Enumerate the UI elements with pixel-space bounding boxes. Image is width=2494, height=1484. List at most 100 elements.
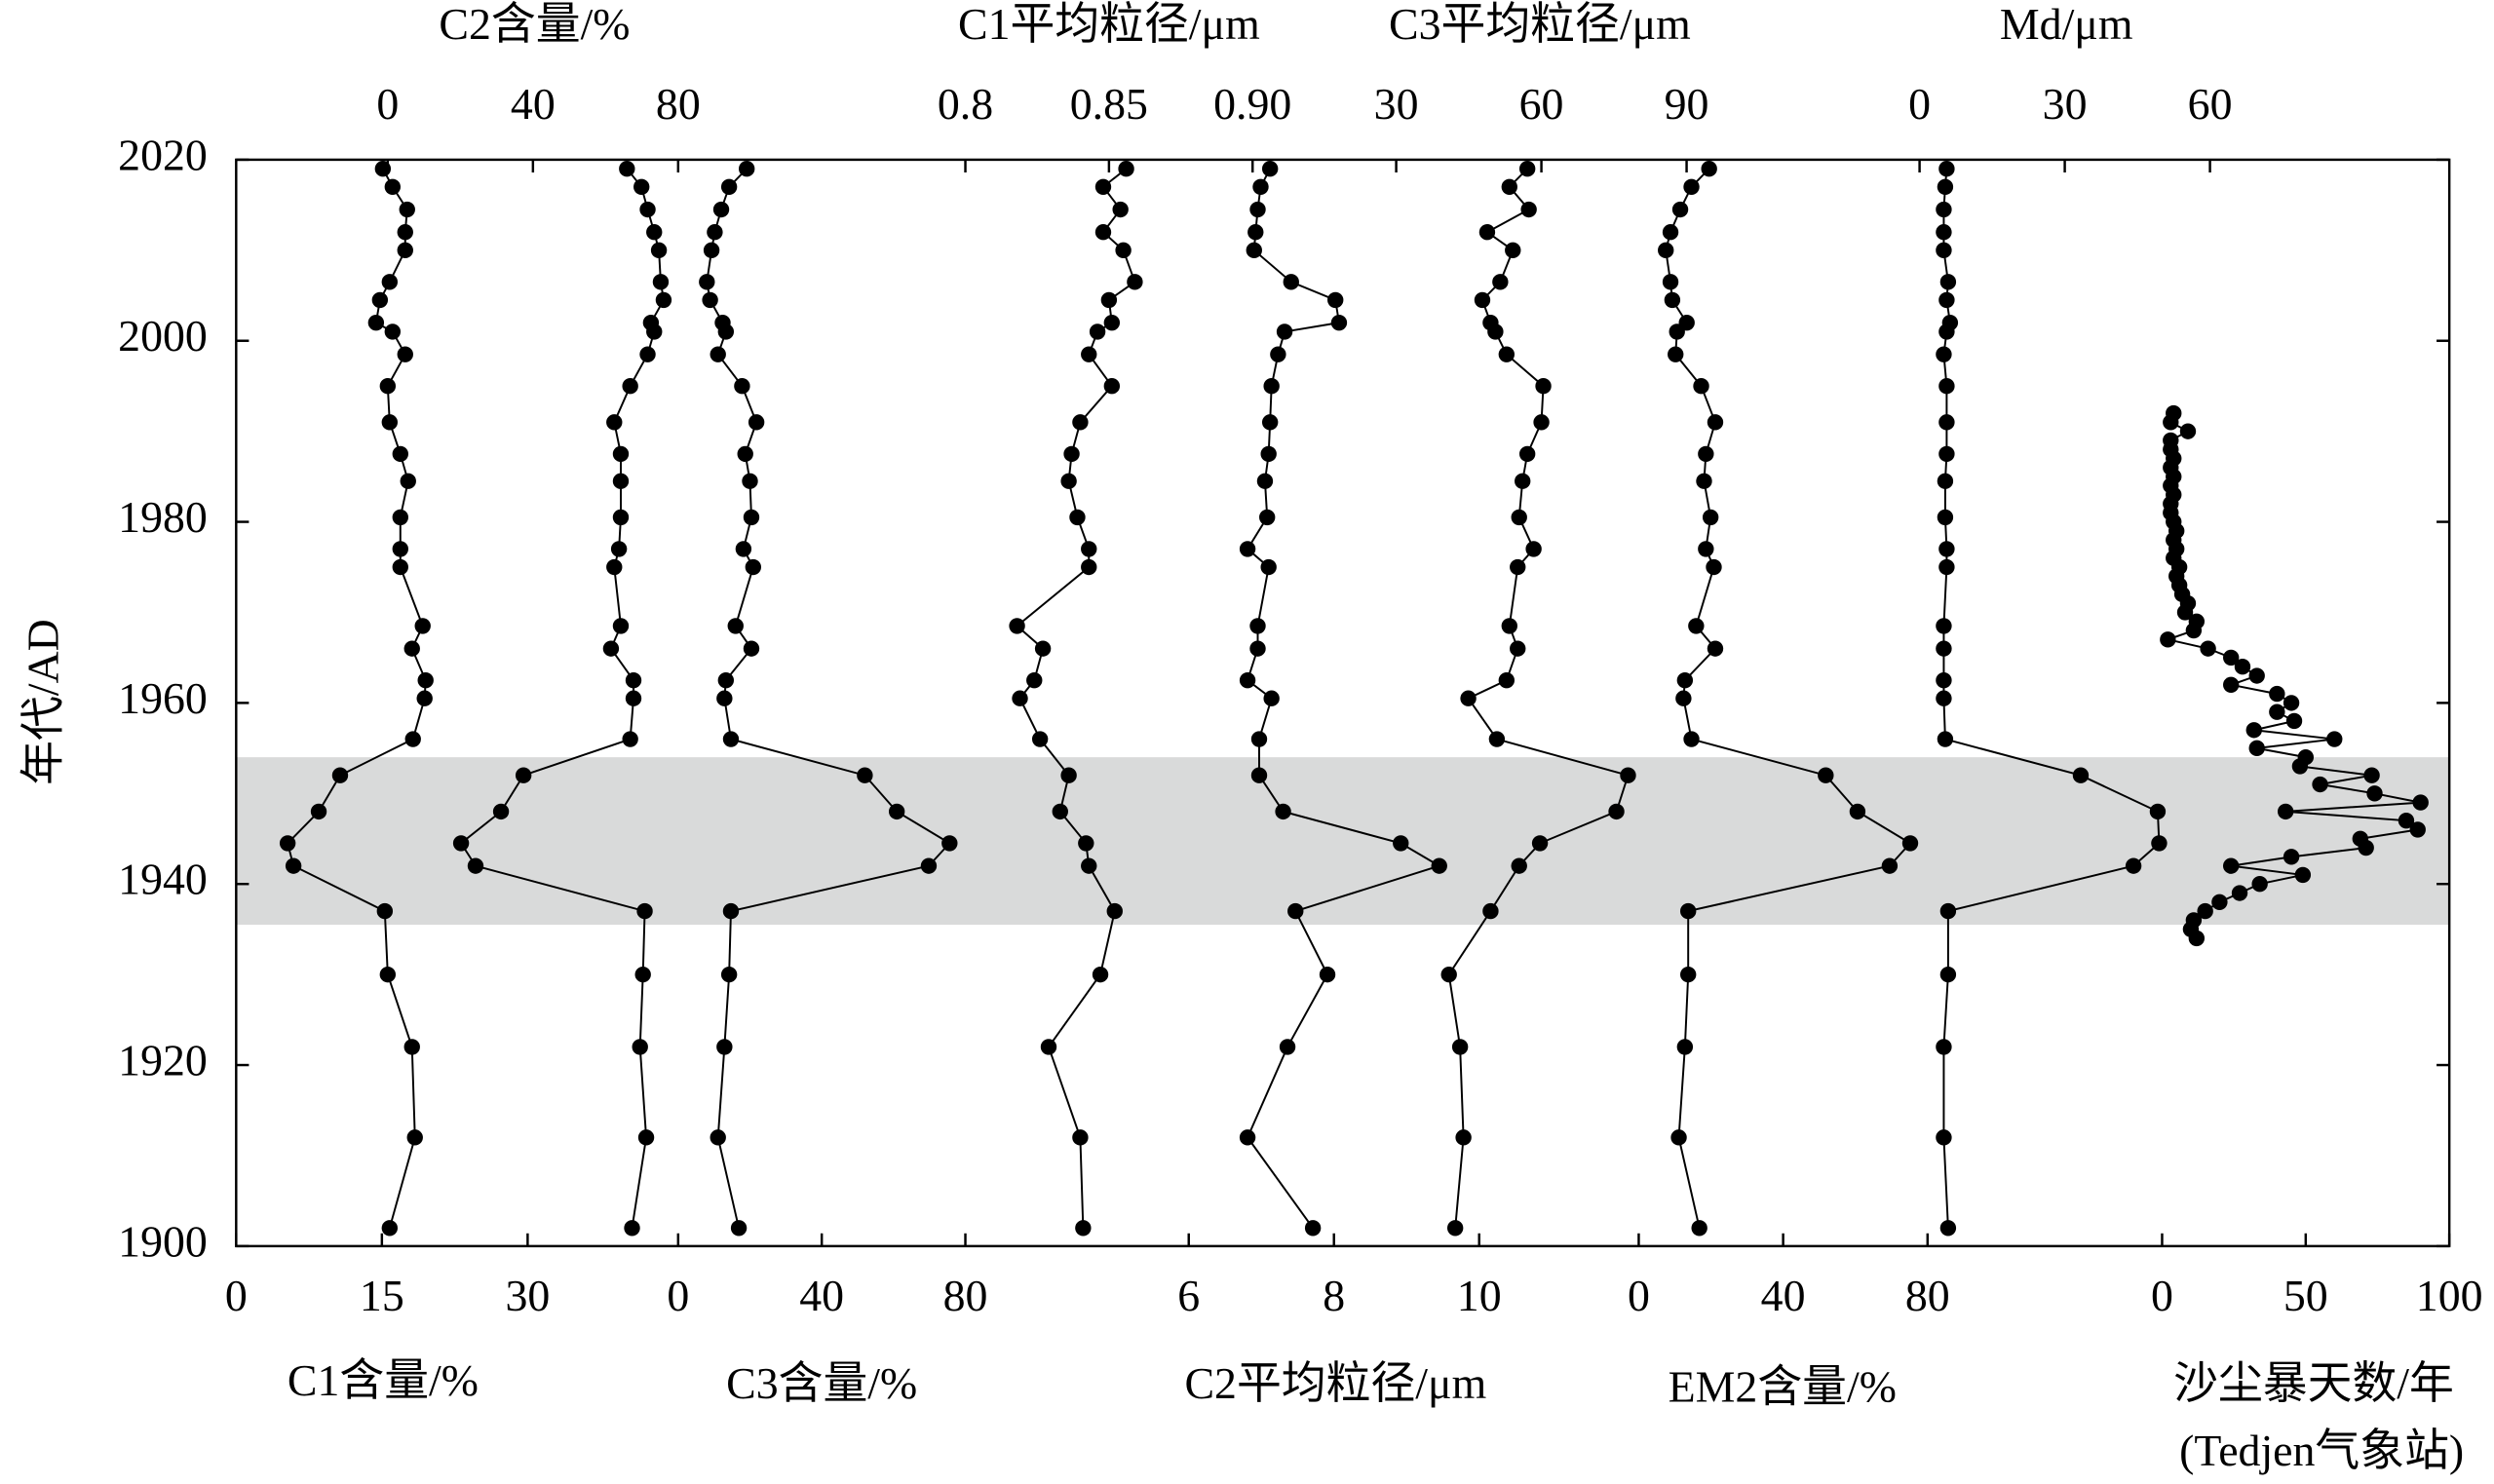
data-point xyxy=(1518,445,1536,463)
data-point xyxy=(416,690,433,706)
data-point xyxy=(1069,509,1086,526)
data-point xyxy=(2283,849,2300,865)
data-point xyxy=(1259,509,1276,526)
data-point xyxy=(2251,876,2268,893)
data-point xyxy=(1261,161,1279,177)
data-point xyxy=(1675,690,1692,706)
data-point xyxy=(1938,161,1955,177)
data-point xyxy=(1275,803,1291,820)
x-tick-label: 40 xyxy=(1761,1271,1806,1320)
data-point xyxy=(639,346,656,362)
data-point xyxy=(625,690,642,706)
data-point xyxy=(406,1129,423,1146)
x-tick-label: 30 xyxy=(1374,79,1419,129)
data-point xyxy=(1698,541,1714,557)
data-point xyxy=(2200,640,2216,657)
axis-subtitle: (Tedjen气象站) xyxy=(2179,1426,2464,1475)
data-point xyxy=(2125,857,2142,874)
data-point xyxy=(376,902,394,920)
x-tick-label: 0 xyxy=(225,1271,248,1320)
series-line xyxy=(287,168,427,1229)
data-point xyxy=(1287,902,1304,920)
data-point xyxy=(1060,767,1077,783)
data-point xyxy=(857,767,873,783)
data-point xyxy=(710,346,726,362)
data-point xyxy=(1081,346,1097,362)
data-point xyxy=(1662,274,1679,290)
data-point xyxy=(403,1039,420,1055)
data-point xyxy=(2160,631,2176,648)
data-point xyxy=(1094,224,1112,241)
data-point xyxy=(722,731,740,747)
data-point xyxy=(1446,1220,1464,1237)
data-point xyxy=(1938,541,1955,557)
data-point xyxy=(397,242,413,259)
data-point xyxy=(1460,690,1477,706)
data-point xyxy=(1250,731,1268,747)
x-tick-label: 80 xyxy=(1905,1271,1950,1320)
data-point xyxy=(1078,835,1094,852)
data-point xyxy=(1075,1220,1092,1237)
data-point xyxy=(2248,667,2265,684)
series-line xyxy=(1665,168,1912,1229)
data-point xyxy=(1304,1220,1322,1237)
data-point xyxy=(1263,690,1280,706)
data-point xyxy=(1127,274,1143,290)
data-point xyxy=(452,835,470,852)
data-point xyxy=(1246,242,1262,259)
data-point xyxy=(2326,731,2343,747)
data-point xyxy=(1936,224,1952,241)
data-point xyxy=(1669,323,1685,340)
data-point xyxy=(467,857,484,874)
data-point xyxy=(379,378,397,395)
data-point xyxy=(279,835,296,852)
data-point xyxy=(1455,1129,1472,1146)
data-point xyxy=(1031,731,1049,747)
axis-title: EM2含量/% xyxy=(1669,1361,1897,1411)
data-point xyxy=(622,731,638,747)
data-point xyxy=(703,242,720,259)
data-point xyxy=(1662,224,1679,241)
data-point xyxy=(1938,323,1955,340)
data-point xyxy=(2269,704,2285,720)
data-point xyxy=(1936,346,1952,362)
data-point xyxy=(392,558,408,576)
data-point xyxy=(1103,378,1121,395)
data-point xyxy=(1680,966,1697,983)
data-point xyxy=(1525,541,1542,557)
data-point xyxy=(399,201,415,218)
data-point xyxy=(1327,291,1344,309)
data-point xyxy=(1012,690,1028,706)
x-tick-label: 30 xyxy=(2043,79,2088,129)
x-tick-label: 80 xyxy=(656,79,701,129)
data-point xyxy=(1698,445,1714,463)
data-point xyxy=(1081,857,1097,874)
data-point xyxy=(2358,839,2374,856)
data-point xyxy=(1040,1039,1057,1055)
data-point xyxy=(716,690,733,706)
axis-title: Md/μm xyxy=(2000,0,2133,49)
data-point xyxy=(1252,178,1269,195)
data-point xyxy=(655,291,672,309)
axis-title: C1含量/% xyxy=(288,1355,479,1405)
data-point xyxy=(1520,201,1537,218)
data-point xyxy=(1676,1039,1694,1055)
data-point xyxy=(1535,378,1552,395)
axis-title: C3含量/% xyxy=(726,1358,917,1408)
data-point xyxy=(632,1039,648,1055)
data-point xyxy=(1658,242,1674,259)
data-point xyxy=(2294,866,2312,884)
data-point xyxy=(1250,767,1268,783)
data-point xyxy=(606,558,623,576)
data-point xyxy=(717,323,735,340)
data-point xyxy=(310,803,327,820)
data-point xyxy=(1034,640,1052,657)
data-point xyxy=(1938,291,1955,309)
x-tick-label: 6 xyxy=(1177,1271,1200,1320)
data-point xyxy=(1706,558,1722,576)
data-point xyxy=(2363,767,2380,783)
data-point xyxy=(1939,902,1957,920)
data-point xyxy=(1707,414,1724,431)
data-point xyxy=(1707,640,1724,657)
